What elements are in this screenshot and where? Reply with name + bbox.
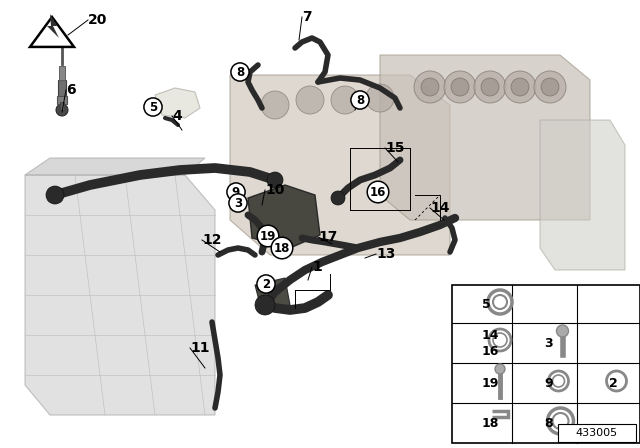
Text: 5: 5	[482, 297, 491, 310]
Circle shape	[495, 364, 505, 374]
Circle shape	[421, 78, 439, 96]
Text: 3: 3	[545, 336, 553, 349]
Polygon shape	[380, 55, 590, 220]
Text: 16: 16	[482, 345, 499, 358]
Text: 13: 13	[376, 247, 396, 261]
Text: 1: 1	[312, 260, 322, 274]
Text: 11: 11	[190, 341, 209, 355]
Text: 9: 9	[545, 376, 553, 389]
Polygon shape	[255, 278, 290, 312]
Text: 5: 5	[149, 100, 157, 113]
Text: 2: 2	[609, 376, 617, 389]
Polygon shape	[155, 88, 200, 118]
Polygon shape	[25, 158, 205, 175]
Circle shape	[451, 78, 469, 96]
Text: 12: 12	[202, 233, 221, 247]
Text: 433005: 433005	[576, 428, 618, 438]
Circle shape	[504, 71, 536, 103]
Circle shape	[366, 84, 394, 112]
Text: 10: 10	[265, 183, 284, 197]
Bar	[558, 424, 636, 442]
Text: 8: 8	[236, 65, 244, 78]
Text: 20: 20	[88, 13, 108, 27]
Circle shape	[541, 78, 559, 96]
Text: 7: 7	[302, 10, 312, 24]
Text: 6: 6	[66, 83, 76, 97]
Text: 9: 9	[232, 185, 240, 198]
Polygon shape	[230, 75, 450, 255]
Bar	[59, 66, 65, 80]
Text: 3: 3	[234, 197, 242, 210]
Circle shape	[56, 104, 68, 116]
Circle shape	[267, 172, 283, 188]
Circle shape	[481, 78, 499, 96]
Text: 19: 19	[482, 376, 499, 389]
Polygon shape	[540, 120, 625, 270]
Bar	[58, 80, 66, 98]
Circle shape	[444, 71, 476, 103]
Circle shape	[296, 86, 324, 114]
Circle shape	[557, 325, 568, 337]
Circle shape	[331, 191, 345, 205]
Polygon shape	[248, 185, 320, 248]
Text: 8: 8	[545, 417, 553, 430]
Text: 17: 17	[318, 230, 337, 244]
Text: 19: 19	[260, 229, 276, 242]
Text: 18: 18	[274, 241, 290, 254]
Polygon shape	[30, 17, 74, 47]
Text: 4: 4	[172, 109, 182, 123]
Polygon shape	[47, 14, 59, 38]
Text: 14: 14	[430, 201, 449, 215]
Circle shape	[534, 71, 566, 103]
Circle shape	[261, 91, 289, 119]
Text: 2: 2	[262, 277, 270, 290]
Polygon shape	[25, 175, 215, 415]
Text: 8: 8	[356, 94, 364, 107]
Text: 18: 18	[482, 417, 499, 430]
Bar	[57, 96, 67, 104]
Circle shape	[331, 86, 359, 114]
Bar	[452, 285, 640, 443]
Circle shape	[474, 71, 506, 103]
Circle shape	[46, 186, 64, 204]
Circle shape	[414, 71, 446, 103]
Circle shape	[255, 295, 275, 315]
Circle shape	[511, 78, 529, 96]
Text: 14: 14	[482, 328, 499, 341]
Bar	[60, 102, 64, 110]
Text: 15: 15	[385, 141, 404, 155]
Text: 16: 16	[370, 185, 386, 198]
